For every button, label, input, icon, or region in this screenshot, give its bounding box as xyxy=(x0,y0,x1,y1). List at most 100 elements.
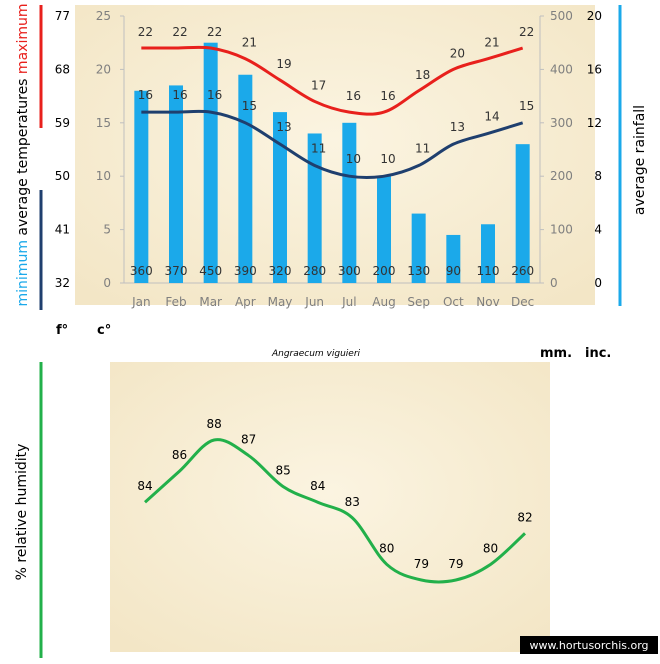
rainfall-label: 280 xyxy=(303,264,326,278)
humidity-label: 83 xyxy=(345,495,360,509)
rainfall-bar xyxy=(134,90,149,283)
rainfall-label: 110 xyxy=(477,264,500,278)
min-temp-label: 10 xyxy=(346,152,361,166)
tick-label-f: 77 xyxy=(55,9,70,23)
x-tick-label: Mar xyxy=(199,295,222,309)
rainfall-bar xyxy=(273,112,287,284)
unit-fahrenheit: f° xyxy=(56,323,68,338)
tick-label-f: 32 xyxy=(55,276,70,290)
tick-label-mm: 300 xyxy=(550,116,573,130)
tick-label-c: 25 xyxy=(96,9,111,23)
left-axis-label: minimum average temperatures maximum xyxy=(15,4,31,307)
tick-label-f: 59 xyxy=(55,116,70,130)
rainfall-label: 320 xyxy=(269,264,292,278)
tick-label-inch: 16 xyxy=(587,62,602,76)
humidity-label: 84 xyxy=(310,479,325,493)
max-temp-label: 22 xyxy=(138,25,153,39)
tick-label-mm: 500 xyxy=(550,9,573,23)
x-tick-label: Sep xyxy=(407,295,430,309)
top-chart-background xyxy=(75,5,595,305)
min-temp-label: 13 xyxy=(276,120,291,134)
humidity-label: 79 xyxy=(414,557,429,571)
rainfall-label: 300 xyxy=(338,264,361,278)
x-tick-label: Apr xyxy=(235,295,256,309)
rainfall-label: 130 xyxy=(407,264,430,278)
humidity-label: 80 xyxy=(379,541,394,555)
tick-label-inch: 20 xyxy=(587,9,602,23)
rainfall-label: 390 xyxy=(234,264,257,278)
tick-label-mm: 400 xyxy=(550,62,573,76)
rainfall-bar xyxy=(169,85,183,283)
humidity-label: 86 xyxy=(172,448,187,462)
tick-label-f: 50 xyxy=(55,169,70,183)
label-maximum: maximum xyxy=(15,4,31,75)
tick-label-inch: 0 xyxy=(594,276,602,290)
x-tick-label: Jul xyxy=(341,295,356,309)
label-average-temperatures: average temperatures xyxy=(15,79,31,236)
humidity-label: 80 xyxy=(483,541,498,555)
humidity-axis-label: % relative humidity xyxy=(14,444,30,581)
max-temp-label: 16 xyxy=(346,89,361,103)
max-temp-label: 22 xyxy=(519,25,534,39)
unit-celsius: c° xyxy=(97,323,111,338)
tick-label-c: 0 xyxy=(103,276,111,290)
min-temp-label: 11 xyxy=(311,142,326,156)
tick-label-f: 41 xyxy=(55,223,70,237)
rainfall-bar xyxy=(307,133,322,283)
tick-label-f: 68 xyxy=(55,62,70,76)
humidity-label: 88 xyxy=(206,417,221,431)
rainfall-bar xyxy=(342,122,357,283)
max-temp-label: 21 xyxy=(484,36,499,50)
rainfall-label: 450 xyxy=(199,264,222,278)
temperature-lines xyxy=(141,45,524,180)
x-tick-label: May xyxy=(268,295,293,309)
humidity-label: 82 xyxy=(517,510,532,524)
right-axis-label: average rainfall xyxy=(632,105,648,215)
x-tick-label: Dec xyxy=(511,295,534,309)
max-temp-label: 20 xyxy=(450,46,465,60)
humidity-label: 87 xyxy=(241,433,256,447)
species-name: Angraecum viguieri xyxy=(271,349,361,359)
rainfall-label: 370 xyxy=(165,264,188,278)
max-temp-label: 21 xyxy=(242,36,257,50)
min-temperature-line xyxy=(141,109,524,180)
label-minimum: minimum xyxy=(15,240,31,306)
max-temperature-line xyxy=(141,45,524,116)
humidity-chart: 84 86 88 87 85 84 83 80 79 79 80 82 xyxy=(137,417,533,584)
tick-label-c: 5 xyxy=(103,223,111,237)
x-tick-label: Feb xyxy=(165,295,186,309)
x-tick-label: Jun xyxy=(304,295,324,309)
humidity-label: 79 xyxy=(448,557,463,571)
humidity-label: 84 xyxy=(137,479,152,493)
rainfall-bars xyxy=(134,42,530,284)
tick-label-mm: 200 xyxy=(550,169,573,183)
max-temp-label: 22 xyxy=(207,25,222,39)
rainfall-bar xyxy=(481,224,495,283)
min-temp-label: 15 xyxy=(519,99,534,113)
max-temp-label: 17 xyxy=(311,78,326,92)
max-temp-label: 22 xyxy=(172,25,187,39)
min-temp-label: 15 xyxy=(242,99,257,113)
x-tick-label: Jan xyxy=(131,295,151,309)
unit-inch: inc. xyxy=(585,346,611,361)
rainfall-label: 360 xyxy=(130,264,153,278)
rainfall-bar xyxy=(515,144,530,283)
watermark-background xyxy=(520,636,658,654)
humidity-line xyxy=(143,438,527,584)
tick-label-c: 10 xyxy=(96,169,111,183)
rainfall-label: 200 xyxy=(373,264,396,278)
x-tick-label: Aug xyxy=(372,295,395,309)
rainfall-label: 90 xyxy=(446,264,461,278)
tick-label-c: 20 xyxy=(96,62,111,76)
rainfall-bar xyxy=(446,234,461,283)
humidity-label: 85 xyxy=(276,464,291,478)
top-chart-labels: 22 22 22 21 19 17 16 16 18 20 21 22 16 16 16 15 13 11 10 10… xyxy=(130,25,534,278)
x-tick-label: Oct xyxy=(443,295,464,309)
max-temp-label: 16 xyxy=(380,89,395,103)
rainfall-bar xyxy=(238,74,253,284)
min-temp-label: 16 xyxy=(207,88,222,102)
tick-label-inch: 12 xyxy=(587,116,602,130)
tick-label-mm: 0 xyxy=(550,276,558,290)
rainfall-bar xyxy=(377,176,391,283)
